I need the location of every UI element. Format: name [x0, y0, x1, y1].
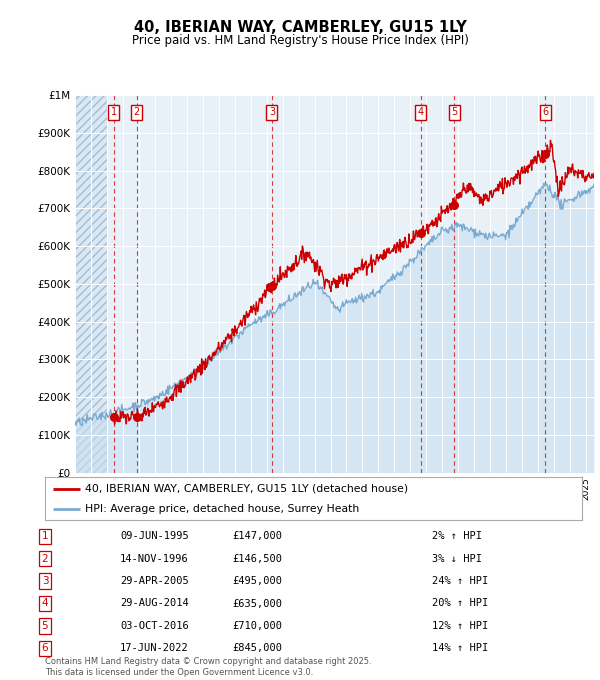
Text: 09-JUN-1995: 09-JUN-1995	[120, 531, 189, 541]
Text: 20% ↑ HPI: 20% ↑ HPI	[432, 598, 488, 609]
Text: 2% ↑ HPI: 2% ↑ HPI	[432, 531, 482, 541]
Text: 5: 5	[41, 621, 49, 631]
Text: £635,000: £635,000	[232, 598, 282, 609]
Text: 2: 2	[41, 554, 49, 564]
Text: Contains HM Land Registry data © Crown copyright and database right 2025.
This d: Contains HM Land Registry data © Crown c…	[45, 657, 371, 677]
Text: £495,000: £495,000	[232, 576, 282, 586]
Text: 6: 6	[542, 107, 548, 117]
Text: £845,000: £845,000	[232, 643, 282, 653]
Text: 1: 1	[41, 531, 49, 541]
Text: 29-AUG-2014: 29-AUG-2014	[120, 598, 189, 609]
Text: 2: 2	[134, 107, 140, 117]
Text: 24% ↑ HPI: 24% ↑ HPI	[432, 576, 488, 586]
Text: 4: 4	[41, 598, 49, 609]
Text: £146,500: £146,500	[232, 554, 282, 564]
Text: 40, IBERIAN WAY, CAMBERLEY, GU15 1LY: 40, IBERIAN WAY, CAMBERLEY, GU15 1LY	[134, 20, 466, 35]
Text: 3: 3	[269, 107, 275, 117]
Text: 1: 1	[111, 107, 117, 117]
Text: £710,000: £710,000	[232, 621, 282, 631]
Text: 40, IBERIAN WAY, CAMBERLEY, GU15 1LY (detached house): 40, IBERIAN WAY, CAMBERLEY, GU15 1LY (de…	[85, 484, 409, 494]
Text: 03-OCT-2016: 03-OCT-2016	[120, 621, 189, 631]
Text: 3% ↓ HPI: 3% ↓ HPI	[432, 554, 482, 564]
Text: Price paid vs. HM Land Registry's House Price Index (HPI): Price paid vs. HM Land Registry's House …	[131, 34, 469, 47]
Text: 3: 3	[41, 576, 49, 586]
Text: HPI: Average price, detached house, Surrey Heath: HPI: Average price, detached house, Surr…	[85, 504, 359, 513]
Text: 4: 4	[418, 107, 424, 117]
Text: 17-JUN-2022: 17-JUN-2022	[120, 643, 189, 653]
Text: £147,000: £147,000	[232, 531, 282, 541]
Text: 29-APR-2005: 29-APR-2005	[120, 576, 189, 586]
Bar	[75, 95, 107, 473]
Text: 14-NOV-1996: 14-NOV-1996	[120, 554, 189, 564]
Text: 14% ↑ HPI: 14% ↑ HPI	[432, 643, 488, 653]
Text: 6: 6	[41, 643, 49, 653]
Text: 5: 5	[451, 107, 457, 117]
Text: 12% ↑ HPI: 12% ↑ HPI	[432, 621, 488, 631]
